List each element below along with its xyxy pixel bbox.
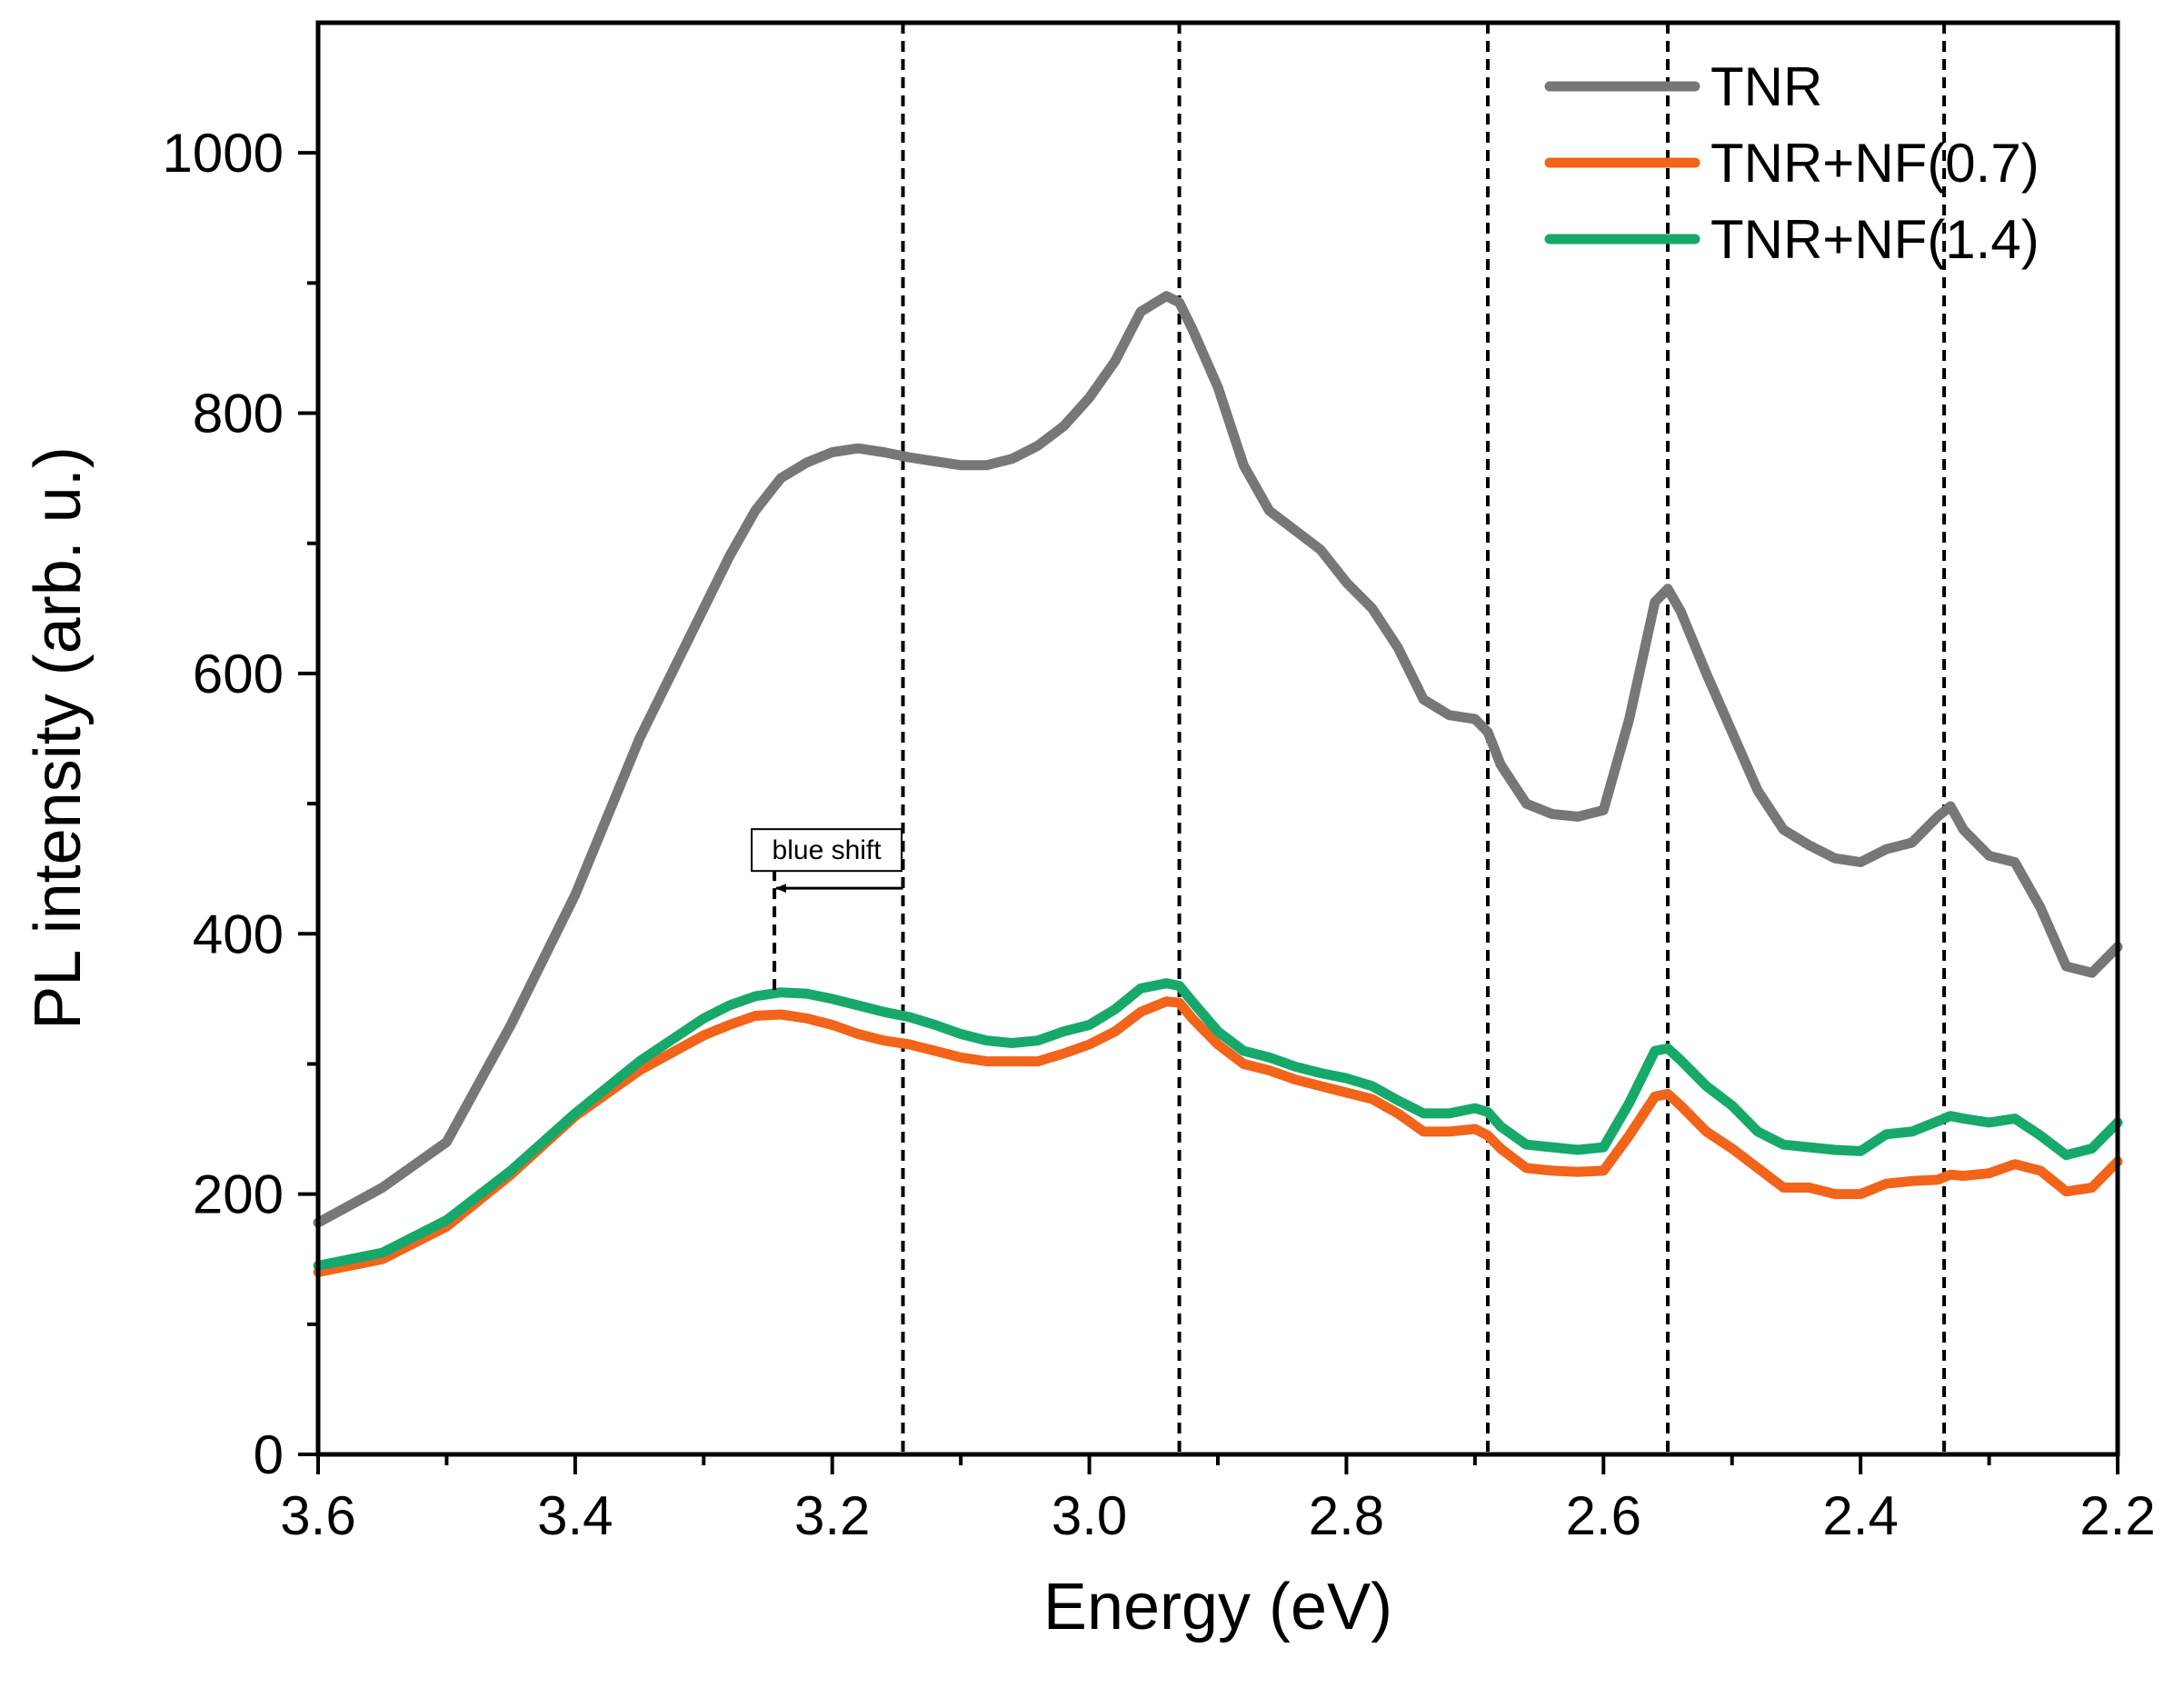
x-axis: 3.6 3.4 3.2 3.0 2.8 2.6 2.4 2.2	[280, 1454, 2156, 1546]
series-line-1	[313, 291, 2123, 1228]
y-tick-label: 0	[254, 1424, 284, 1485]
y-axis: 0 200 400 600 800 1000	[163, 123, 318, 1485]
legend: TNR TNR+NF(0.7) TNR+NF(1.4)	[1544, 56, 2039, 270]
x-tick-label: 3.4	[537, 1485, 613, 1546]
x-tick-label: 2.6	[1566, 1485, 1641, 1546]
annotation-box	[751, 828, 903, 873]
x-tick-label: 3.2	[794, 1485, 870, 1546]
x-tick-label: 2.4	[1822, 1485, 1898, 1546]
y-axis-title: PL intensity (arb. u.)	[22, 446, 95, 1030]
y-tick-label: 600	[193, 644, 284, 704]
legend-label-2: TNR+NF(0.7)	[1710, 133, 2039, 194]
series-line-3	[313, 978, 2123, 1271]
x-tick-label: 2.8	[1309, 1485, 1384, 1546]
y-tick-label: 1000	[163, 123, 284, 184]
annotation-layer: blue shift	[751, 828, 903, 993]
y-tick-label: 400	[193, 904, 284, 964]
x-tick-label: 3.6	[280, 1485, 355, 1546]
x-axis-title: Energy (eV)	[1043, 1571, 1392, 1643]
x-tick-label: 3.0	[1052, 1485, 1127, 1546]
y-tick-label: 800	[193, 384, 284, 444]
series-layer	[313, 291, 2123, 1277]
series-line-2	[313, 996, 2123, 1277]
y-tick-label: 200	[193, 1164, 284, 1225]
legend-label-1: TNR	[1710, 56, 1822, 117]
annotation-label: blue shift	[773, 835, 883, 865]
x-tick-label: 2.2	[2079, 1485, 2155, 1546]
legend-label-3: TNR+NF(1.4)	[1710, 209, 2039, 270]
